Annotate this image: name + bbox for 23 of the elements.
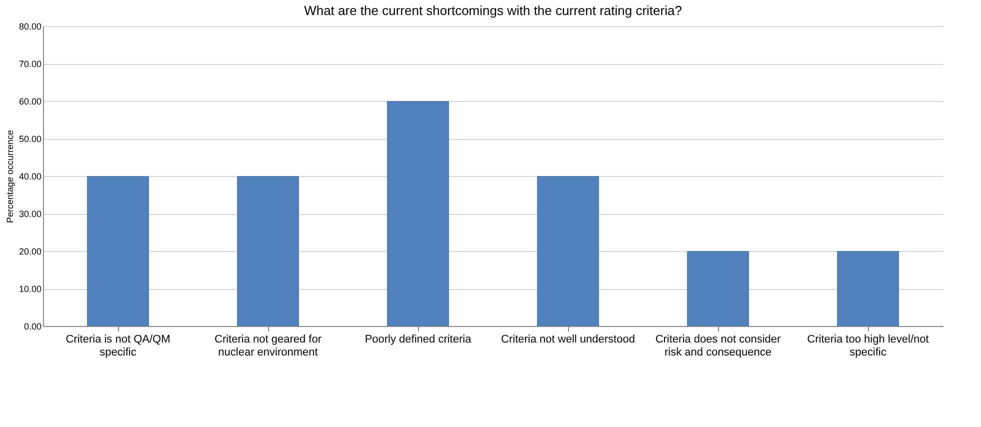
y-tick-label: 50.00 — [18, 134, 42, 144]
bar — [237, 176, 299, 326]
y-axis-title: Percentage occurrence — [4, 130, 15, 224]
y-tick-label: 0.00 — [24, 322, 42, 332]
y-tick-label: 60.00 — [18, 96, 42, 106]
y-tick-label: 80.00 — [18, 22, 42, 32]
bar — [687, 251, 749, 326]
y-tick-label: 70.00 — [18, 59, 42, 69]
chart-title: What are the current shortcomings with the current rating criteria? — [304, 3, 682, 18]
y-tick-label: 10.00 — [18, 284, 42, 294]
x-tick-label: Criteria too high level/not specific — [807, 334, 929, 358]
x-tick-label: Criteria not well understood — [501, 334, 635, 346]
x-tick-label: Criteria does not consider risk and consequence — [655, 334, 782, 358]
bar — [387, 101, 449, 326]
x-tick-label: Criteria is not QA/QM specific — [66, 334, 170, 358]
bar — [537, 176, 599, 326]
bar — [837, 251, 899, 326]
x-tick-label: Poorly defined criteria — [364, 334, 472, 346]
bar — [87, 176, 149, 326]
y-tick-label: 30.00 — [18, 209, 42, 219]
y-tick-label: 40.00 — [18, 172, 42, 182]
y-tick-label: 20.00 — [18, 246, 42, 256]
x-tick-label: Criteria not geared for nuclear environment — [214, 334, 322, 358]
